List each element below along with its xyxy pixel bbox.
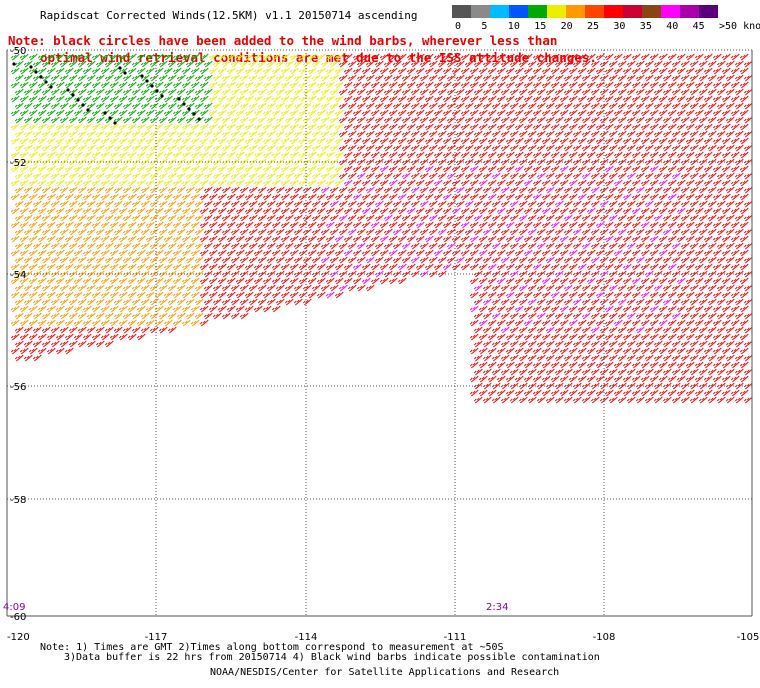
legend-label: 5 xyxy=(481,21,488,32)
quality-flag-dot xyxy=(160,94,164,98)
quality-flag-dot xyxy=(71,93,75,97)
latitude-label: -58 xyxy=(10,495,26,506)
legend-swatch xyxy=(699,5,718,18)
legend-swatch xyxy=(585,5,604,18)
wind-barb-group xyxy=(10,53,213,124)
quality-flag-dot xyxy=(103,111,107,115)
wind-barb-group xyxy=(10,186,204,327)
wind-barb-group xyxy=(10,53,344,187)
legend-swatch xyxy=(452,5,471,18)
footer-note-2: 3)Data buffer is 22 hrs from 20150714 4)… xyxy=(64,652,600,663)
quality-flag-dot xyxy=(155,89,159,93)
quality-flag-dot xyxy=(140,74,144,78)
longitude-label: -111 xyxy=(444,632,467,643)
legend-swatch xyxy=(680,5,699,18)
quality-flag-dot xyxy=(66,88,70,92)
quality-flag-dot xyxy=(108,116,112,120)
longitude-label: -114 xyxy=(295,632,318,643)
quality-flag-dot xyxy=(86,108,90,112)
wind-barb-group xyxy=(10,53,753,404)
quality-flag-dot xyxy=(197,117,201,121)
quality-flag-dot xyxy=(49,85,53,89)
legend-label: 45 xyxy=(692,21,705,32)
quality-flag-dot xyxy=(187,107,191,111)
quality-flag-dot xyxy=(118,66,122,70)
legend-swatch xyxy=(547,5,566,18)
note-line-2: optimal wind retrieval conditions are me… xyxy=(40,50,597,65)
pass-time-label: 2:34 xyxy=(486,602,508,613)
legend-swatch xyxy=(661,5,680,18)
quality-flag-dot xyxy=(182,102,186,106)
footer-note-1: Note: 1) Times are GMT 2)Times along bot… xyxy=(40,642,504,653)
quality-flag-dot xyxy=(44,80,48,84)
quality-flag-dot xyxy=(12,62,16,66)
axis-labels: -120 -117 -114 -111 -108 -105 -50 -52 -54 -56 -58 -… xyxy=(3,46,759,643)
footer-credit: NOAA/NESDIS/Center for Satellite Applica… xyxy=(210,667,560,678)
legend-label: 0 xyxy=(455,21,462,32)
legend-label: 40 xyxy=(666,21,679,32)
legend-label: 35 xyxy=(639,21,652,32)
quality-flag-dot xyxy=(39,75,43,79)
legend-label: 15 xyxy=(534,21,547,32)
quality-flag-dot xyxy=(123,71,127,75)
legend-swatch xyxy=(471,5,490,18)
quality-flag-dot xyxy=(192,112,196,116)
legend-swatch xyxy=(528,5,547,18)
legend-label: >50 knots xyxy=(719,21,760,32)
quality-flag-dot xyxy=(145,79,149,83)
quality-flag-dot xyxy=(76,98,80,102)
quality-flag-dot xyxy=(113,121,117,125)
longitude-label: -105 xyxy=(737,632,760,643)
latitude-label: -56 xyxy=(10,382,26,393)
longitude-label: -117 xyxy=(145,632,168,643)
graticule xyxy=(6,49,753,617)
wind-barbs-layer xyxy=(10,53,753,404)
legend-swatch xyxy=(642,5,661,18)
latitude-label: -50 xyxy=(10,46,26,57)
latitude-label: -60 xyxy=(10,612,26,623)
quality-flag-dot xyxy=(81,103,85,107)
legend-swatch xyxy=(623,5,642,18)
quality-flag-dot xyxy=(150,84,154,88)
legend-swatch xyxy=(604,5,623,18)
longitude-label: -120 xyxy=(7,632,30,643)
pass-time-label: 4:09 xyxy=(3,602,25,613)
quality-flag-dot xyxy=(29,65,33,69)
wind-barb-group xyxy=(320,165,686,334)
legend-label: 20 xyxy=(560,21,573,32)
legend-label: 30 xyxy=(613,21,626,32)
latitude-label: -52 xyxy=(10,158,26,169)
longitude-label: -108 xyxy=(593,632,616,643)
quality-flag-dot xyxy=(177,97,181,101)
legend-swatch xyxy=(566,5,585,18)
latitude-label: -54 xyxy=(10,270,26,281)
legend-label: 10 xyxy=(507,21,520,32)
legend-swatch xyxy=(490,5,509,18)
note-line-1: Note: black circles have been added to t… xyxy=(8,33,558,48)
legend-label: 25 xyxy=(587,21,600,32)
legend-swatch xyxy=(509,5,528,18)
quality-flag-dot xyxy=(34,70,38,74)
map-title: Rapidscat Corrected Winds(12.5KM) v1.1 2… xyxy=(40,9,418,22)
